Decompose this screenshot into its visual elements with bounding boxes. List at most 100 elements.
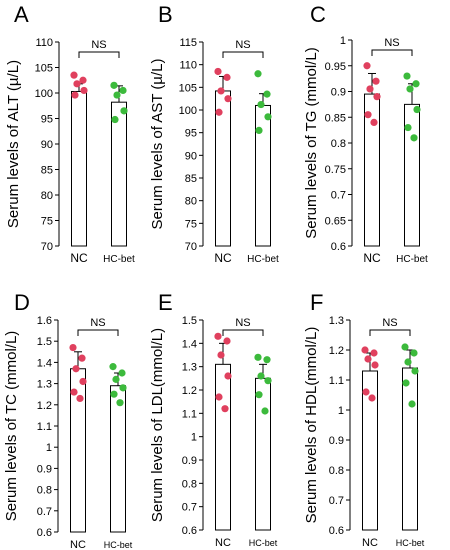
y-tick-label: 0.8: [331, 138, 346, 150]
bar-nc: [71, 90, 87, 247]
data-point-nc: [372, 77, 380, 85]
panel-letter: C: [310, 2, 326, 27]
data-point-hc-bet: [116, 399, 124, 407]
significance-label: NS: [90, 317, 105, 329]
y-axis-label: Serum levels of ALT (µ/L): [5, 60, 22, 228]
y-tick-label: 0.9: [329, 435, 344, 447]
panel-letter: F: [310, 290, 323, 315]
panel-letter: D: [14, 290, 30, 315]
panel-letter: E: [158, 290, 173, 315]
data-point-hc-bet: [408, 400, 416, 408]
data-point-hc-bet: [254, 70, 262, 78]
data-point-hc-bet: [410, 134, 418, 142]
x-category-label: HC-bet: [104, 540, 133, 550]
y-tick-label: 0.75: [325, 164, 346, 176]
y-tick-label: 1.1: [329, 375, 344, 387]
data-point-hc-bet: [264, 113, 272, 121]
y-tick-label: 1: [46, 442, 52, 454]
significance-bracket: [78, 51, 120, 58]
data-point-hc-bet: [263, 356, 271, 364]
panel-letter: B: [158, 2, 173, 27]
data-point-hc-bet: [120, 107, 128, 115]
data-point-nc: [223, 73, 231, 81]
data-point-hc-bet: [264, 377, 272, 385]
data-point-nc: [73, 80, 81, 88]
y-tick-label: 0.7: [37, 506, 52, 518]
y-tick-label: 1.5: [182, 315, 197, 327]
panel-a: A Serum levels of ALT (µ/L) 70 75 80 85 90 95 10…: [5, 2, 135, 265]
y-tick-label: 0.6: [331, 241, 346, 253]
data-point-nc: [223, 337, 231, 345]
data-point-nc: [80, 86, 88, 95]
data-point-hc-bet: [119, 384, 127, 392]
panel-d: D Serum levels of TC (mmol/L) 0.6 0.7 0.8 0.9…: [3, 290, 133, 550]
y-axis-label: Serum levels of HDL(mmol/L): [303, 327, 320, 524]
data-point-nc: [214, 332, 222, 340]
data-point-nc: [370, 349, 378, 357]
y-tick-label: 115: [179, 37, 197, 49]
data-point-nc: [76, 394, 84, 403]
panel-e: E Serum levels of LDL(mmol/L) 0.6 0.7 0.8 0.9…: [149, 290, 278, 549]
data-point-hc-bet: [412, 80, 420, 88]
y-tick-label: 90: [41, 139, 53, 151]
data-point-nc: [70, 71, 78, 79]
y-tick-label: 1.2: [37, 400, 52, 412]
x-category-label: HC-bet: [103, 254, 135, 265]
data-point-hc-bet: [110, 81, 118, 89]
y-tick-label: 1.3: [37, 379, 52, 391]
y-tick-label: 1.5: [37, 336, 52, 348]
data-point-nc: [366, 85, 374, 93]
y-tick-label: 70: [185, 241, 197, 253]
x-category-label: NC: [214, 251, 232, 265]
y-tick-label: 1.3: [182, 362, 197, 374]
significance-label: NS: [382, 317, 397, 329]
data-point-nc: [70, 388, 78, 396]
y-tick-label: 0.8: [329, 465, 344, 477]
significance-label: NS: [384, 37, 399, 49]
bar-hc-bet: [255, 104, 271, 247]
x-category-label: HC-bet: [247, 254, 279, 265]
y-tick-label: 0.9: [182, 455, 197, 467]
x-category-label: NC: [362, 537, 378, 549]
data-point-nc: [361, 346, 369, 354]
data-point-hc-bet: [413, 105, 421, 114]
bar-hc-bet: [111, 101, 127, 247]
data-point-hc-bet: [109, 363, 117, 371]
data-point-hc-bet: [401, 343, 409, 351]
significance-label: NS: [91, 39, 106, 51]
y-tick-label: 90: [185, 150, 197, 162]
panel-f: F Serum levels of HDL(mmol/L) 0.6 0.7 0.8 0.9…: [303, 290, 425, 549]
y-tick-label: 1.3: [329, 315, 344, 327]
y-tick-label: 0.95: [325, 61, 346, 73]
data-point-nc: [79, 76, 87, 84]
y-tick-label: 0.6: [329, 525, 344, 537]
y-axis-label: Serum levels of LDL(mmol/L): [149, 328, 166, 522]
x-category-label: HC-bet: [249, 538, 278, 548]
x-category-label: NC: [215, 537, 231, 549]
y-tick-label: 80: [185, 196, 197, 208]
y-tick-label: 0.9: [37, 463, 52, 475]
data-point-hc-bet: [257, 100, 265, 109]
data-point-nc: [362, 388, 370, 396]
data-point-hc-bet: [118, 369, 126, 377]
data-point-nc: [371, 361, 379, 369]
significance-bracket: [369, 329, 411, 336]
panel-letter: A: [14, 2, 29, 27]
y-tick-label: 100: [35, 88, 53, 100]
y-tick-label: 0.8: [182, 478, 197, 490]
y-tick-label: 100: [179, 105, 197, 117]
bar-hc-bet: [402, 367, 418, 531]
y-axis-label: Serum levels of TG (mmol/L): [303, 47, 320, 238]
data-point-nc: [224, 95, 232, 103]
bar-hc-bet: [110, 385, 126, 533]
y-tick-label: 1.4: [37, 357, 52, 369]
data-point-hc-bet: [406, 85, 414, 93]
data-point-hc-bet: [261, 407, 269, 415]
significance-bracket: [222, 51, 264, 58]
data-point-nc: [217, 87, 225, 95]
data-point-nc: [364, 111, 372, 119]
data-point-nc: [373, 93, 381, 101]
y-tick-label: 0.65: [325, 215, 346, 227]
data-point-hc-bet: [257, 372, 265, 380]
